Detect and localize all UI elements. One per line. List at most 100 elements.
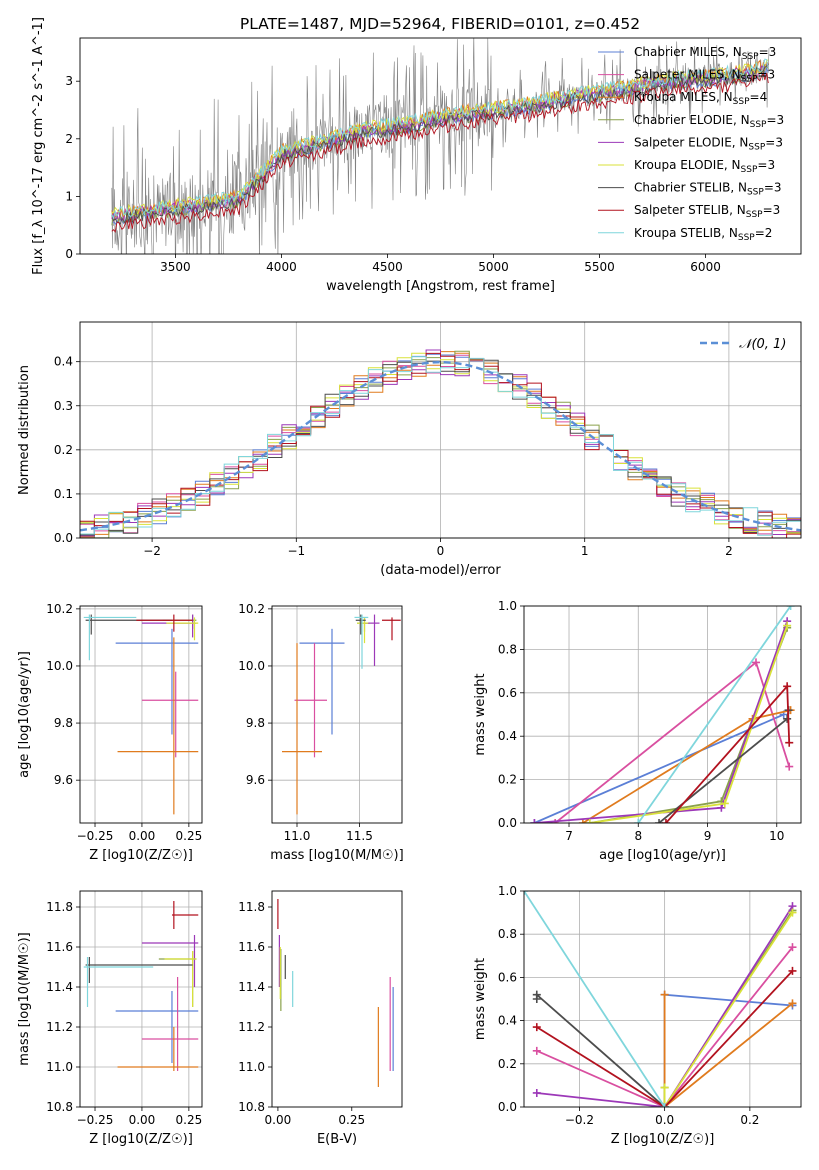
axes-spine: [271, 890, 403, 1108]
x-axis-label: (data-model)/error: [380, 563, 501, 578]
chart-massweight-vs-Z: −0.2 0.0 0.2 0.0 0.2 0.4 0.6 0.8 1.0 Z [log10(Z/Z…: [473, 884, 802, 1147]
weight-marker: [551, 819, 560, 823]
weights-kroupa-elodie: [660, 908, 797, 1107]
weights-salpeter-elodie: [530, 617, 792, 823]
normal-curve: [80, 360, 801, 532]
histogram-kroupa-stelib: [80, 356, 801, 536]
axes-spine: [79, 890, 203, 1108]
x-axis-label: E(B-V): [317, 1132, 357, 1147]
errorbar-salpeter-stelib: [382, 617, 401, 641]
y-tick-label: 10.8: [46, 1100, 73, 1114]
weight-marker: [585, 819, 594, 823]
weight-line: [524, 891, 666, 1107]
errorbar-kroupa-elodie: [164, 951, 197, 1007]
axes-frame: 7 8 9 10 0.0 0.2 0.4 0.6 0.8 1.0 age [log10(age/yr…: [473, 599, 802, 863]
x-tick-label: 2: [725, 544, 733, 558]
weight-marker: [783, 714, 792, 723]
weight-marker: [532, 1088, 541, 1097]
legend-label: 𝒩(0, 1): [739, 337, 786, 352]
weight-line: [536, 970, 794, 1107]
x-axis-label: age [log10(age/yr)]: [599, 848, 726, 863]
errorbar-chabrier-stelib: [85, 957, 193, 983]
y-tick-label: 11.6: [46, 940, 73, 954]
y-axis-label: Normed distribution: [17, 365, 32, 495]
y-tick-label: 0.4: [498, 729, 517, 743]
axes-frame: −0.25 0.00 0.25 9.6 9.8 10.0 10.2 Z [log10(Z/Z☉…: [17, 602, 203, 863]
y-tick-label: 10.8: [238, 1100, 265, 1114]
x-axis-label: wavelength [Angstrom, rest frame]: [326, 279, 555, 294]
histogram-chabrier-stelib: [80, 358, 801, 536]
y-tick-label: 10.2: [238, 602, 265, 616]
weight-marker: [783, 621, 792, 630]
plot-area: [277, 899, 394, 1087]
y-tick-label: 11.4: [238, 980, 265, 994]
y-tick-label: 9.6: [246, 773, 265, 787]
x-tick-label: 4000: [266, 260, 297, 274]
axes-frame: −0.2 0.0 0.2 0.0 0.2 0.4 0.6 0.8 1.0 Z [log10(Z/Z…: [473, 884, 802, 1147]
y-tick-label: 9.6: [54, 773, 73, 787]
y-tick-label: 1: [65, 189, 73, 203]
y-tick-label: 3: [65, 74, 73, 88]
axes-spine: [271, 605, 403, 824]
x-axis-label: Z [log10(Z/Z☉)]: [89, 848, 193, 863]
plots-container: 3500 4000 4500 5000 5500 6000 0 1 2 3 wavelength […: [17, 17, 802, 1147]
errorbar-kroupa-miles: [117, 637, 199, 815]
y-tick-label: 0.6: [498, 686, 517, 700]
axes-spine: [523, 890, 802, 1108]
model-line-chabrier-stelib: [111, 63, 769, 225]
chart-age-vs-Z: −0.25 0.00 0.25 9.6 9.8 10.0 10.2 Z [log10(Z/Z☉…: [17, 602, 203, 863]
weight-marker: [783, 682, 792, 691]
errorbar-kroupa-stelib: [354, 614, 369, 669]
y-tick-label: 0: [65, 247, 73, 261]
y-tick-label: 1.0: [498, 599, 517, 613]
axes-frame: −0.25 0.00 0.25 10.8 11.0 11.2 11.4 11.6 11.8 Z […: [17, 890, 203, 1147]
errorbar-kroupa-stelib: [83, 614, 137, 661]
model-line-kroupa-stelib: [111, 58, 769, 220]
x-tick-label: 5000: [478, 260, 509, 274]
figure-title: PLATE=1487, MJD=52964, FIBERID=0101, z=0…: [240, 15, 640, 33]
errorbar-kroupa-miles: [117, 1027, 199, 1071]
x-tick-label: 9: [704, 829, 712, 843]
errorbar-kroupa-miles: [282, 643, 322, 815]
y-tick-label: 0.8: [498, 927, 517, 941]
y-tick-label: 10.2: [46, 602, 73, 616]
errorbar-chabrier-elodie: [357, 617, 370, 632]
weight-line: [534, 620, 789, 823]
weight-marker: [661, 819, 670, 823]
x-tick-label: −0.25: [77, 1113, 114, 1127]
weight-line: [663, 994, 794, 1107]
weight-line: [582, 709, 791, 823]
y-tick-label: 11.6: [238, 940, 265, 954]
errorbar-kroupa-stelib: [83, 957, 154, 1007]
weight-marker: [717, 803, 726, 812]
axes-spine: [79, 321, 802, 539]
weights-kroupa-elodie: [585, 621, 792, 823]
errorbar-chabrier-miles: [299, 628, 345, 735]
x-tick-label: 1: [581, 544, 589, 558]
plot-area: [530, 606, 795, 823]
x-tick-label: −0.2: [565, 1113, 594, 1127]
weight-line: [536, 946, 794, 1107]
legend-label: Salpeter ELODIE, NSSP=3: [634, 135, 783, 152]
weight-marker: [788, 908, 797, 917]
chart-mass-vs-EBV: 0.00 0.25 10.8 11.0 11.2 11.4 11.6 11.8 E(B-V): [238, 890, 403, 1147]
y-tick-label: 0.3: [54, 399, 73, 413]
y-axis-label: age [log10(age/yr)]: [17, 651, 32, 778]
legend-label: Kroupa STELIB, NSSP=2: [634, 226, 772, 243]
legend-label: Chabrier STELIB, NSSP=3: [634, 181, 782, 198]
y-tick-label: 11.0: [46, 1060, 73, 1074]
weight-line: [663, 912, 794, 1107]
errorbar-salpeter-stelib: [136, 614, 193, 632]
weight-marker: [634, 819, 643, 823]
chart-spectrum: 3500 4000 4500 5000 5500 6000 0 1 2 3 wavelength […: [31, 17, 802, 294]
y-axis-label: mass weight: [473, 958, 488, 1040]
plot-area: [83, 901, 199, 1071]
plot-area: [83, 614, 199, 815]
plot-area: [282, 614, 401, 815]
x-axis-label: mass [log10(M/M☉)]: [270, 848, 403, 863]
legend: 𝒩(0, 1): [700, 337, 786, 352]
weights-salpeter-miles: [551, 658, 794, 823]
x-tick-label: −1: [287, 544, 305, 558]
y-tick-label: 0.8: [498, 642, 517, 656]
